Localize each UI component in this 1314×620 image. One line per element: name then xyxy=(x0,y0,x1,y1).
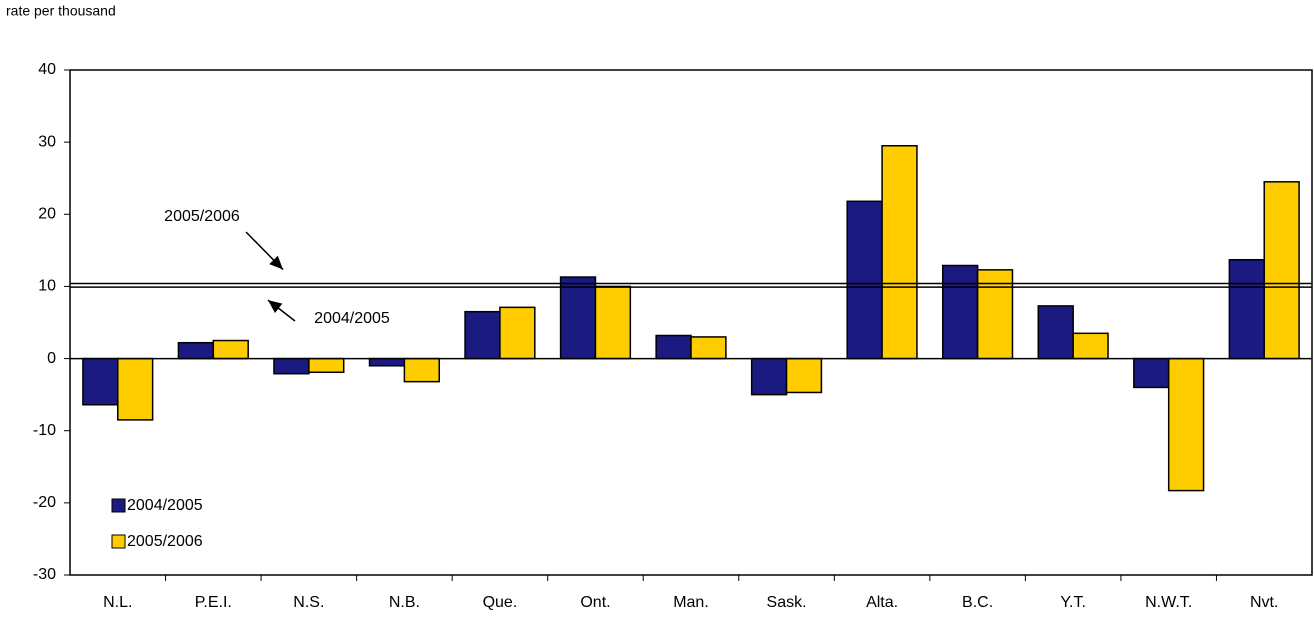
bar xyxy=(594,285,632,360)
x-tick-label: N.B. xyxy=(389,594,420,611)
y-tick-label: -20 xyxy=(33,494,56,511)
legend-label: 2005/2006 xyxy=(127,533,203,550)
bar xyxy=(881,145,918,360)
bar xyxy=(177,341,215,360)
bar xyxy=(82,357,119,406)
x-tick-label: Nvt. xyxy=(1250,594,1278,611)
legend-label: 2004/2005 xyxy=(127,497,203,514)
bar xyxy=(1037,305,1074,360)
y-tick-label: 30 xyxy=(38,133,56,150)
legend-swatch xyxy=(111,534,126,549)
bar xyxy=(750,357,788,396)
y-tick-label: 20 xyxy=(38,206,56,223)
bar xyxy=(499,306,536,360)
annotation-arrow xyxy=(267,299,296,322)
bar xyxy=(368,357,406,367)
x-tick-label: Ont. xyxy=(580,594,610,611)
y-tick-label: 40 xyxy=(38,61,56,78)
bar xyxy=(785,357,823,394)
x-tick-label: Alta. xyxy=(866,594,898,611)
annotation-arrow xyxy=(245,231,284,271)
y-tick-label: -10 xyxy=(33,422,56,439)
bar xyxy=(403,357,441,383)
y-tick-label: 10 xyxy=(38,278,56,295)
bar xyxy=(559,276,597,360)
bar xyxy=(846,200,883,360)
legend-swatch xyxy=(111,498,126,513)
annotation: 2004/2005 xyxy=(314,310,390,327)
x-tick-label: Que. xyxy=(483,594,518,611)
bar xyxy=(464,310,501,360)
x-tick-label: B.C. xyxy=(962,594,993,611)
x-tick-label: P.E.I. xyxy=(195,594,232,611)
bar xyxy=(1133,357,1170,389)
bar xyxy=(1072,332,1109,360)
bar xyxy=(117,357,154,421)
x-tick-label: Y.T. xyxy=(1060,594,1086,611)
plot-frame xyxy=(69,69,1313,576)
bar xyxy=(308,357,345,374)
x-tick-label: N.L. xyxy=(103,594,132,611)
x-tick-label: N.S. xyxy=(293,594,324,611)
y-axis-label: rate per thousand xyxy=(6,3,116,19)
bar xyxy=(1263,181,1300,360)
x-tick-label: Sask. xyxy=(767,594,807,611)
bar xyxy=(941,264,979,360)
bar xyxy=(212,339,249,360)
bar xyxy=(690,336,727,360)
bar xyxy=(1167,357,1205,492)
bar xyxy=(273,357,310,375)
y-tick-label: 0 xyxy=(47,350,56,367)
x-tick-label: Man. xyxy=(673,594,709,611)
x-tick-label: N.W.T. xyxy=(1145,594,1192,611)
annotation: 2005/2006 xyxy=(164,208,240,225)
y-tick-label: -30 xyxy=(33,566,56,583)
bar xyxy=(1228,258,1265,360)
bar xyxy=(655,334,692,360)
